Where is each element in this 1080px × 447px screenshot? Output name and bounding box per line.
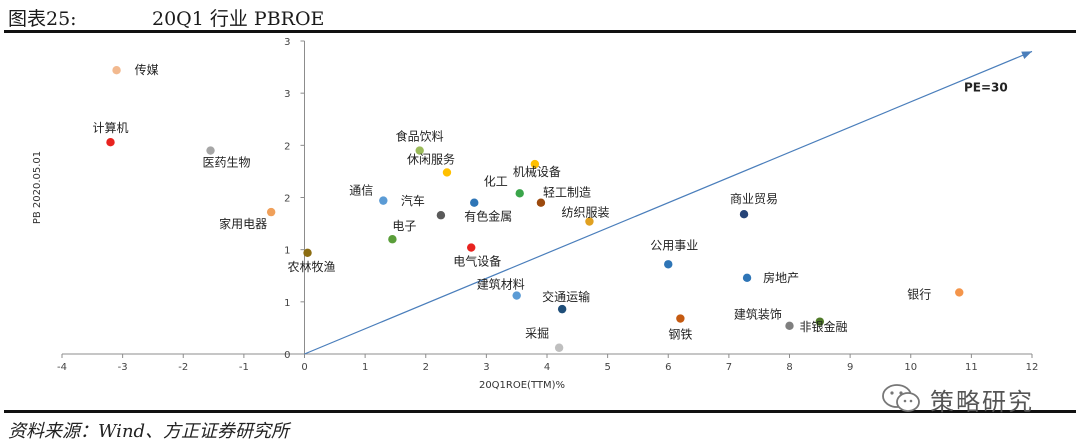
data-point <box>530 159 540 169</box>
data-point-label: 有色金属 <box>464 209 512 224</box>
data-point <box>742 273 752 283</box>
x-tick-label: 2 <box>423 362 429 373</box>
bottom-rule <box>4 410 1076 413</box>
data-point-label: 化工 <box>484 174 508 188</box>
x-tick-label: 0 <box>301 362 307 373</box>
data-point <box>815 317 825 326</box>
data-point-label: 银行 <box>907 287 931 301</box>
top-rule <box>4 30 1076 33</box>
x-tick-label: 3 <box>483 362 489 373</box>
x-tick-label: -1 <box>239 362 249 373</box>
x-tick-label: 1 <box>362 362 368 373</box>
watermark: 策略研究 <box>880 380 1070 416</box>
pe30-reference-line <box>304 50 1033 355</box>
data-point-label: 电气设备 <box>453 254 501 269</box>
figure-title: 20Q1 行业 PBROE <box>152 8 325 30</box>
data-point-label: 交通运输 <box>542 289 590 304</box>
data-point <box>739 209 749 219</box>
data-point-label: 休闲服务 <box>407 151 455 166</box>
data-point <box>388 235 397 244</box>
data-point <box>470 198 479 207</box>
data-point <box>415 146 424 155</box>
x-tick-label: 11 <box>965 362 978 373</box>
data-point-label: 传媒 <box>135 62 159 77</box>
data-point <box>515 189 524 198</box>
figure-header: 图表25: 20Q1 行业 PBROE <box>0 0 1080 30</box>
wechat-icon <box>882 384 920 412</box>
data-point <box>536 198 546 207</box>
x-tick-label: 4 <box>544 362 550 373</box>
data-point <box>585 217 594 226</box>
y-tick-label: 1 <box>284 246 290 257</box>
x-tick-label: -4 <box>57 362 67 373</box>
data-point-label: 计算机 <box>92 120 128 135</box>
x-tick-label: 6 <box>665 362 671 373</box>
data-point-label: 通信 <box>349 184 373 198</box>
data-point-label: 轻工制造 <box>543 186 591 200</box>
data-point <box>664 260 673 269</box>
data-point <box>512 291 521 300</box>
data-point <box>303 248 312 257</box>
x-tick-label: 7 <box>726 362 732 373</box>
data-point-label: 纺织服装 <box>561 205 609 219</box>
data-point-label: 机械设备 <box>513 164 561 179</box>
y-tick-label: 3 <box>284 37 290 48</box>
data-point <box>436 211 446 220</box>
data-point-label: 电子 <box>392 219 416 233</box>
data-point-label: 非银金融 <box>800 319 848 334</box>
x-tick-label: 10 <box>904 362 917 373</box>
data-point <box>676 314 685 323</box>
pe30-arrowhead <box>1021 51 1032 59</box>
data-point-label: 钢铁 <box>668 328 692 342</box>
data-point <box>266 207 276 217</box>
data-point <box>442 168 452 177</box>
data-point <box>112 66 121 75</box>
x-tick-label: 5 <box>604 362 610 373</box>
data-point-label: 汽车 <box>401 193 425 208</box>
data-point-label: 家用电器 <box>219 216 267 231</box>
data-point <box>557 304 567 314</box>
data-point <box>379 196 388 205</box>
x-tick-label: 12 <box>1026 362 1039 373</box>
data-point <box>785 321 794 331</box>
x-tick-label: 8 <box>786 362 792 373</box>
x-tick-label: 9 <box>847 362 853 373</box>
pb-roe-scatter-chart: -4 -3 -2 -1 0 1 2 3 4 5 6 7 8 9 10 11 12011223320Q1ROE(T… <box>32 37 1039 391</box>
y-tick-label: 2 <box>284 141 290 152</box>
pe30-label: PE=30 <box>964 80 1008 94</box>
y-tick-label: 3 <box>284 89 290 100</box>
data-point-label: 医药生物 <box>203 156 251 170</box>
data-point <box>206 146 215 155</box>
data-point-label: 房地产 <box>763 270 799 285</box>
data-point-label: 农林牧渔 <box>288 260 336 274</box>
x-axis-title: 20Q1ROE(TTM)% <box>479 380 565 391</box>
data-point <box>106 138 115 147</box>
y-tick-label: 2 <box>284 194 290 205</box>
data-point <box>955 288 964 297</box>
data-point-label: 商业贸易 <box>730 191 778 206</box>
data-point-label: 食品饮料 <box>396 129 444 144</box>
data-point-label: 采掘 <box>525 326 549 341</box>
y-axis-title: PB 2020.05.01 <box>32 151 43 224</box>
data-point-label: 公用事业 <box>650 238 698 252</box>
watermark-text: 策略研究 <box>930 388 1034 416</box>
figure-number: 图表25: <box>8 8 77 30</box>
data-point <box>467 243 476 252</box>
x-tick-label: -3 <box>118 362 128 373</box>
y-tick-label: 0 <box>284 350 290 361</box>
source-note: 资料来源：Wind、方正证券研究所 <box>8 421 290 442</box>
data-point-label: 建筑装饰 <box>734 307 782 322</box>
x-tick-label: -2 <box>178 362 188 373</box>
data-point-label: 建筑材料 <box>477 277 525 292</box>
y-tick-label: 1 <box>284 298 290 309</box>
data-point <box>554 343 564 352</box>
